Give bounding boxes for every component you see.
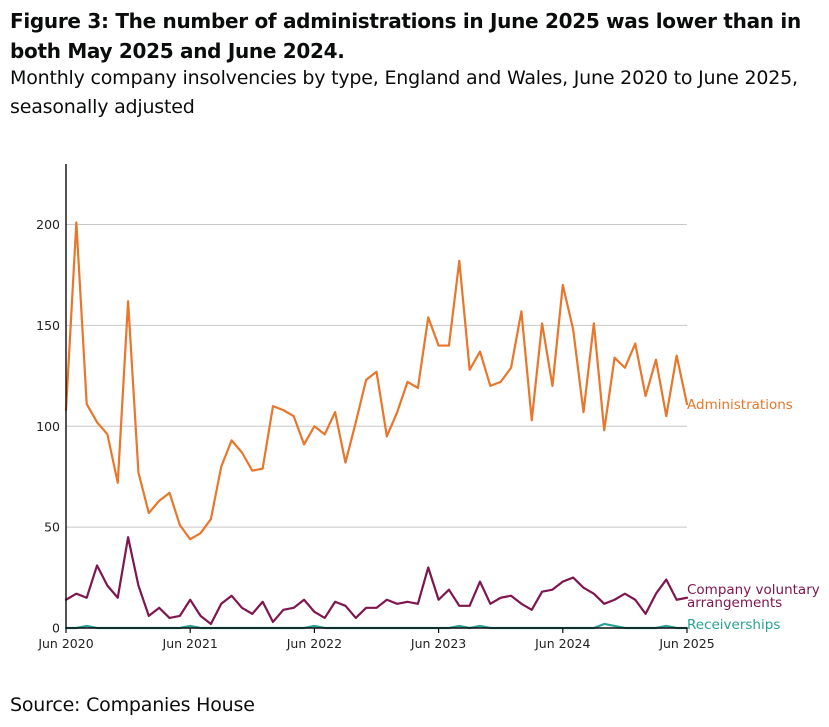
y-axis-tick-labels: 0 50 100 150 200 [36, 217, 60, 635]
gridlines [66, 224, 687, 528]
source-note: Source: Companies House [10, 694, 255, 716]
y-tick-label: 50 [44, 520, 60, 535]
chart-title: Figure 3: The number of administrations … [10, 9, 801, 63]
cva-label: Company voluntary arrangements [687, 582, 820, 611]
cva-line [64, 536, 689, 626]
x-tick-label: Jun 2022 [286, 636, 342, 651]
x-tick-label: Jun 2023 [410, 636, 466, 651]
administrations-label: Administrations [687, 397, 793, 413]
data-series [64, 221, 689, 630]
administrations-line [64, 221, 689, 541]
x-tick-label: Jun 2025 [658, 636, 714, 651]
y-tick-label: 150 [36, 318, 60, 333]
y-tick-label: 0 [52, 621, 60, 636]
chart-subtitle: Monthly company insolvencies by type, En… [10, 67, 798, 118]
x-tick-label: Jun 2024 [534, 636, 590, 651]
y-tick-label: 100 [36, 419, 60, 434]
y-tick-label: 200 [36, 217, 60, 232]
x-axis-ticks: Jun 2020 Jun 2021 Jun 2022 Jun 2023 Jun 2024… [37, 628, 715, 651]
x-tick-label: Jun 2020 [37, 636, 93, 651]
receiverships-label: Receiverships [687, 617, 780, 633]
series-labels: Administrations Company voluntary arrangem… [687, 397, 820, 633]
x-tick-label: Jun 2021 [162, 636, 218, 651]
